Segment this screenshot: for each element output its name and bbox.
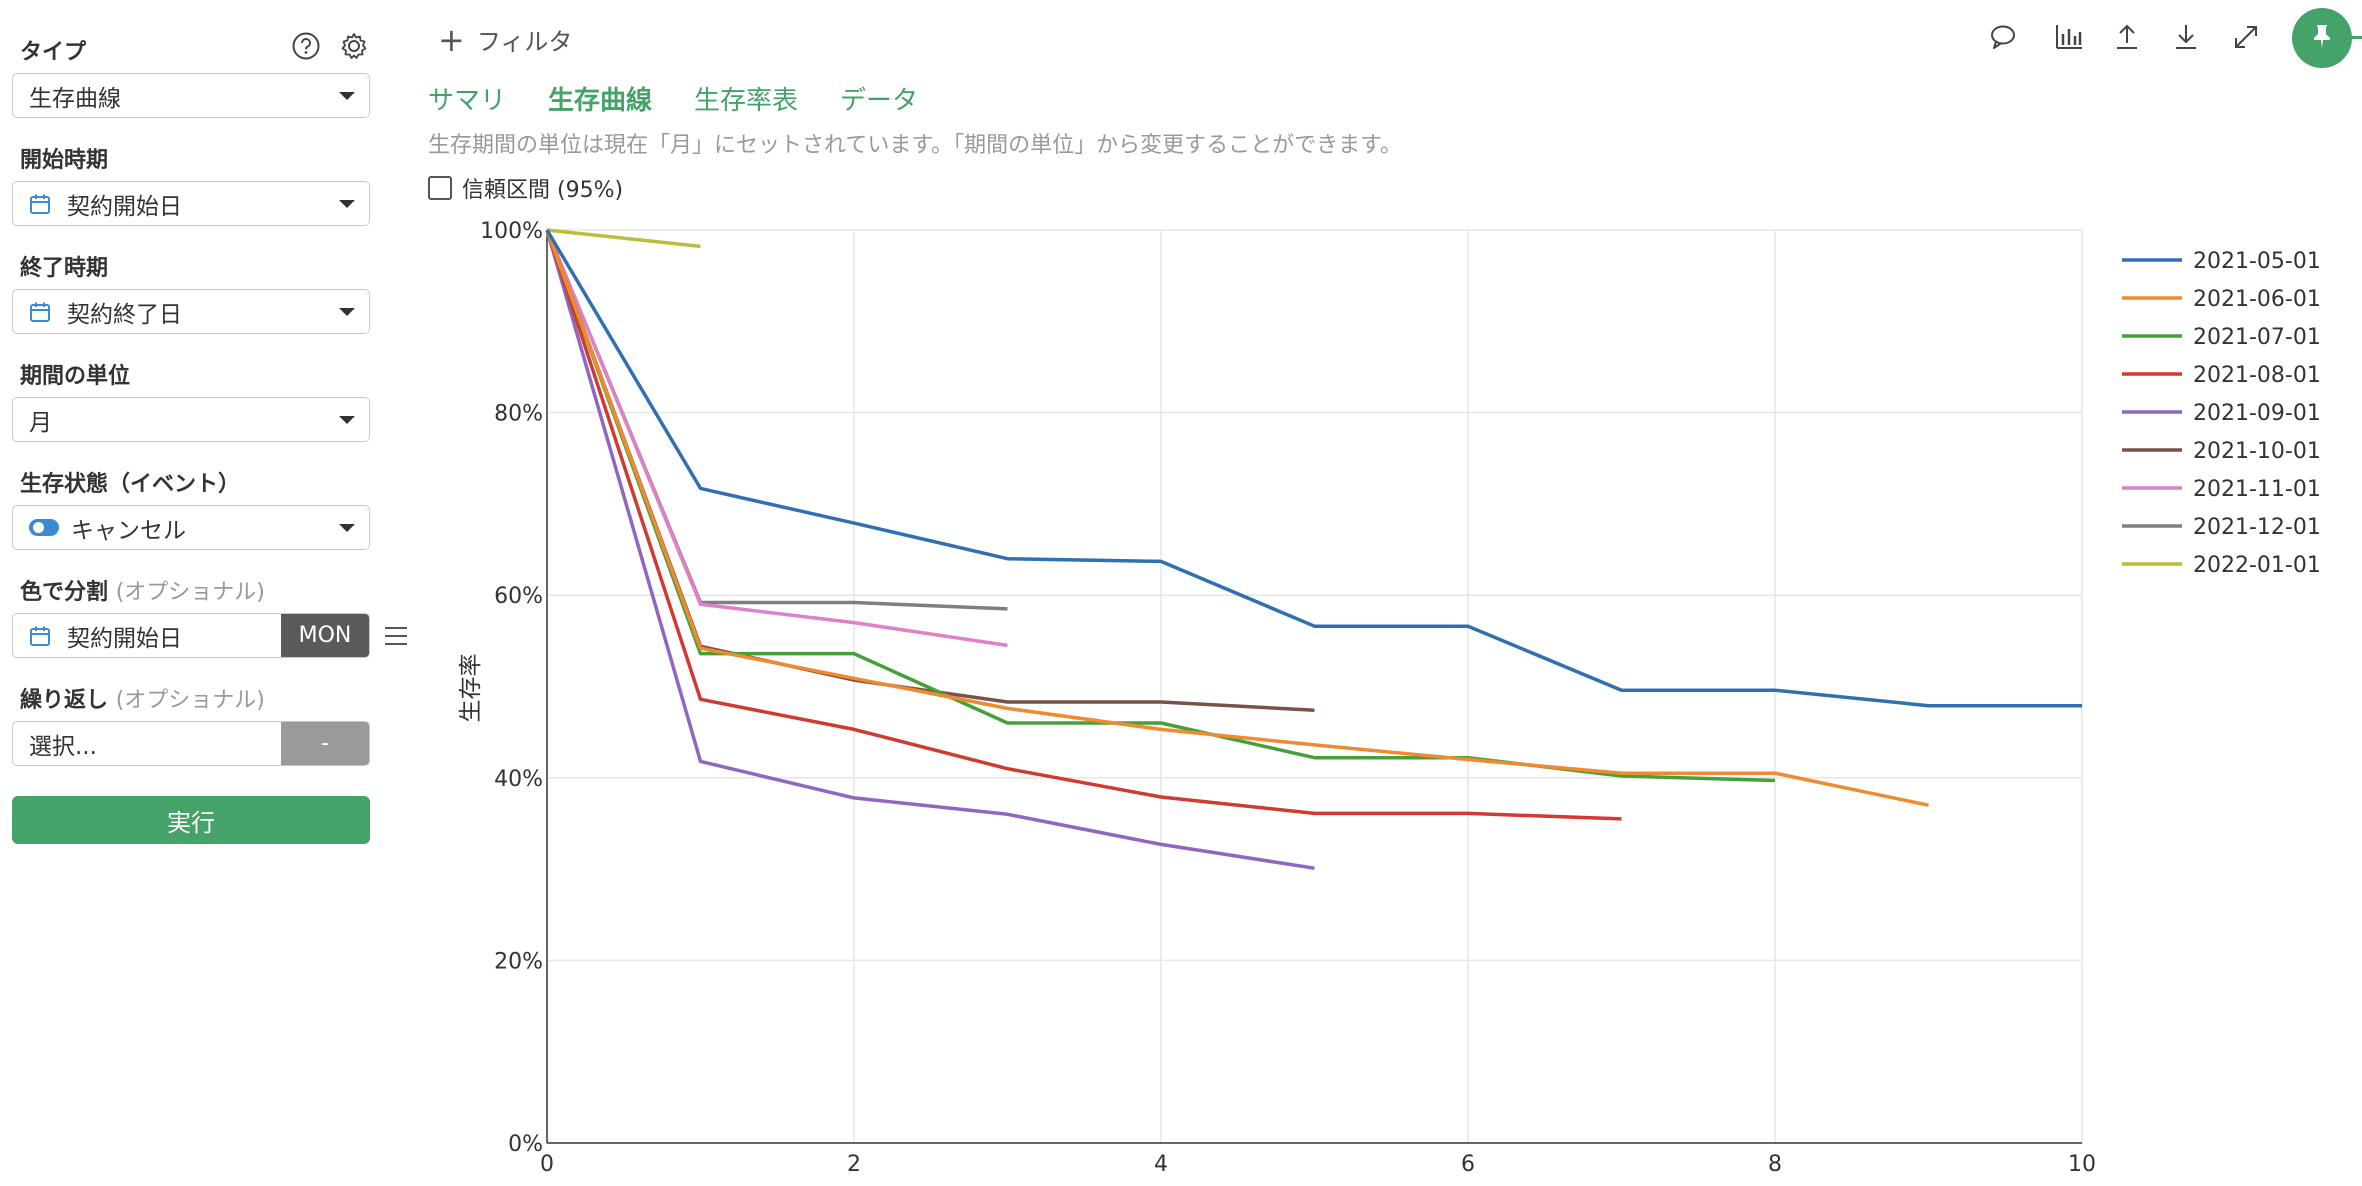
series-line-2021-10-01[interactable] [545,229,1315,712]
repeat-select[interactable]: 選択... [29,733,97,760]
repeat-mode-button[interactable]: - [281,722,369,765]
color-split-field[interactable]: 契約開始日 MON [12,613,370,658]
x-tick-label: 10 [2068,1152,2096,1177]
repeat-label: 繰り返し (オプショナル) [20,682,265,714]
chevron-down-icon [339,308,355,316]
series-line-2021-11-01[interactable] [545,229,1008,648]
y-tick-label: 20% [494,949,543,974]
series-line-2021-05-01[interactable] [545,229,2082,708]
info-message: 生存期間の単位は現在「月」にセットされています。「期間の単位」から変更することが… [428,133,1402,158]
series-line-2021-06-01[interactable] [545,229,1929,807]
y-axis-label: 生存率 [458,654,484,723]
series-line-2022-01-01[interactable] [546,228,701,249]
legend-label[interactable]: 2021-07-01 [2193,325,2321,350]
menu-icon[interactable] [380,622,412,650]
upload-icon[interactable] [2110,20,2144,54]
type-select[interactable]: 生存曲線 [12,73,370,118]
sidebar: タイプ 生存曲線 開始時期 契約開始日 終了時期 契約終了日 期間の単位 月 生… [0,0,420,1186]
calendar-icon [29,193,51,215]
run-button[interactable]: 実行 [12,796,370,844]
event-label: 生存状態（イベント） [20,472,241,497]
tab-summary[interactable]: サマリ [428,86,507,116]
filter-label: フィルタ [476,28,573,56]
ci-checkbox[interactable]: 信頼区間 (95%) [428,172,623,204]
series-line-2021-09-01[interactable] [545,229,1315,870]
plus-icon: + [438,20,465,59]
color-split-value: 契約開始日 [67,625,182,652]
tab-data[interactable]: データ [840,86,919,116]
start-label: 開始時期 [20,148,109,173]
legend-label[interactable]: 2021-05-01 [2193,249,2321,274]
calendar-icon [29,625,51,647]
color-label-text: 色で分割 [20,580,109,605]
start-select-value: 契約開始日 [67,193,182,220]
pin-icon [2308,22,2336,54]
ci-label: 信頼区間 (95%) [462,178,624,203]
chevron-down-icon [339,524,355,532]
y-tick-label: 100% [480,219,543,244]
series-line-2021-08-01[interactable] [545,229,1622,821]
event-select-value: キャンセル [71,517,186,544]
gear-icon[interactable] [338,30,370,62]
download-icon[interactable] [2169,20,2203,54]
comment-icon[interactable] [1986,20,2020,54]
unit-select-value: 月 [29,409,52,436]
x-tick-label: 0 [540,1152,554,1177]
calendar-icon [29,301,51,323]
event-select[interactable]: キャンセル [12,505,370,550]
filter-button[interactable]: + フィルタ [438,22,572,57]
end-select-value: 契約終了日 [67,301,182,328]
legend-label[interactable]: 2021-12-01 [2193,515,2321,540]
legend-label[interactable]: 2022-01-01 [2193,553,2321,578]
start-select[interactable]: 契約開始日 [12,181,370,226]
legend-label[interactable]: 2021-06-01 [2193,287,2321,312]
repeat-optional-text: (オプショナル) [115,688,265,713]
tab-survival-table[interactable]: 生存率表 [694,86,799,116]
checkbox-icon[interactable] [428,176,452,200]
help-icon[interactable] [290,30,322,62]
pin-button[interactable] [2292,8,2352,68]
expand-icon[interactable] [2229,20,2263,54]
unit-select[interactable]: 月 [12,397,370,442]
x-tick-label: 4 [1154,1152,1168,1177]
x-tick-label: 2 [847,1152,861,1177]
type-select-value: 生存曲線 [29,85,121,112]
color-mode-button[interactable]: MON [281,614,369,657]
pin-tail [2352,36,2362,39]
legend-label[interactable]: 2021-10-01 [2193,439,2321,464]
chart-series [545,228,2082,870]
type-label: タイプ [20,40,87,65]
end-select[interactable]: 契約終了日 [12,289,370,334]
y-tick-label: 40% [494,767,543,792]
chart-axes: 0 2 4 6 8 100%20%40%60%80%100% [480,219,2096,1177]
legend-label[interactable]: 2021-09-01 [2193,401,2321,426]
y-tick-label: 60% [494,584,543,609]
color-optional-text: (オプショナル) [115,580,265,605]
chart-icon[interactable] [2052,20,2086,54]
tab-survival-curve[interactable]: 生存曲線 [548,86,653,116]
legend-label[interactable]: 2021-08-01 [2193,363,2321,388]
toggle-icon [29,519,59,536]
x-tick-label: 6 [1461,1152,1475,1177]
end-label: 終了時期 [20,256,109,281]
repeat-field[interactable]: 選択... - [12,721,370,766]
chevron-down-icon [339,416,355,424]
color-label: 色で分割 (オプショナル) [20,574,265,606]
chevron-down-icon [339,92,355,100]
y-tick-label: 80% [494,402,543,427]
color-split-select[interactable]: 契約開始日 [13,614,281,657]
repeat-label-text: 繰り返し [20,688,109,713]
y-tick-label: 0% [508,1132,543,1157]
unit-label: 期間の単位 [20,364,131,389]
x-tick-label: 8 [1768,1152,1782,1177]
chevron-down-icon [339,200,355,208]
legend-label[interactable]: 2021-11-01 [2193,477,2321,502]
chart-grid [547,229,2083,1143]
chart-legend[interactable]: 2021-05-01 2021-06-01 2021-07-01 2021-08-01… [2122,249,2321,578]
